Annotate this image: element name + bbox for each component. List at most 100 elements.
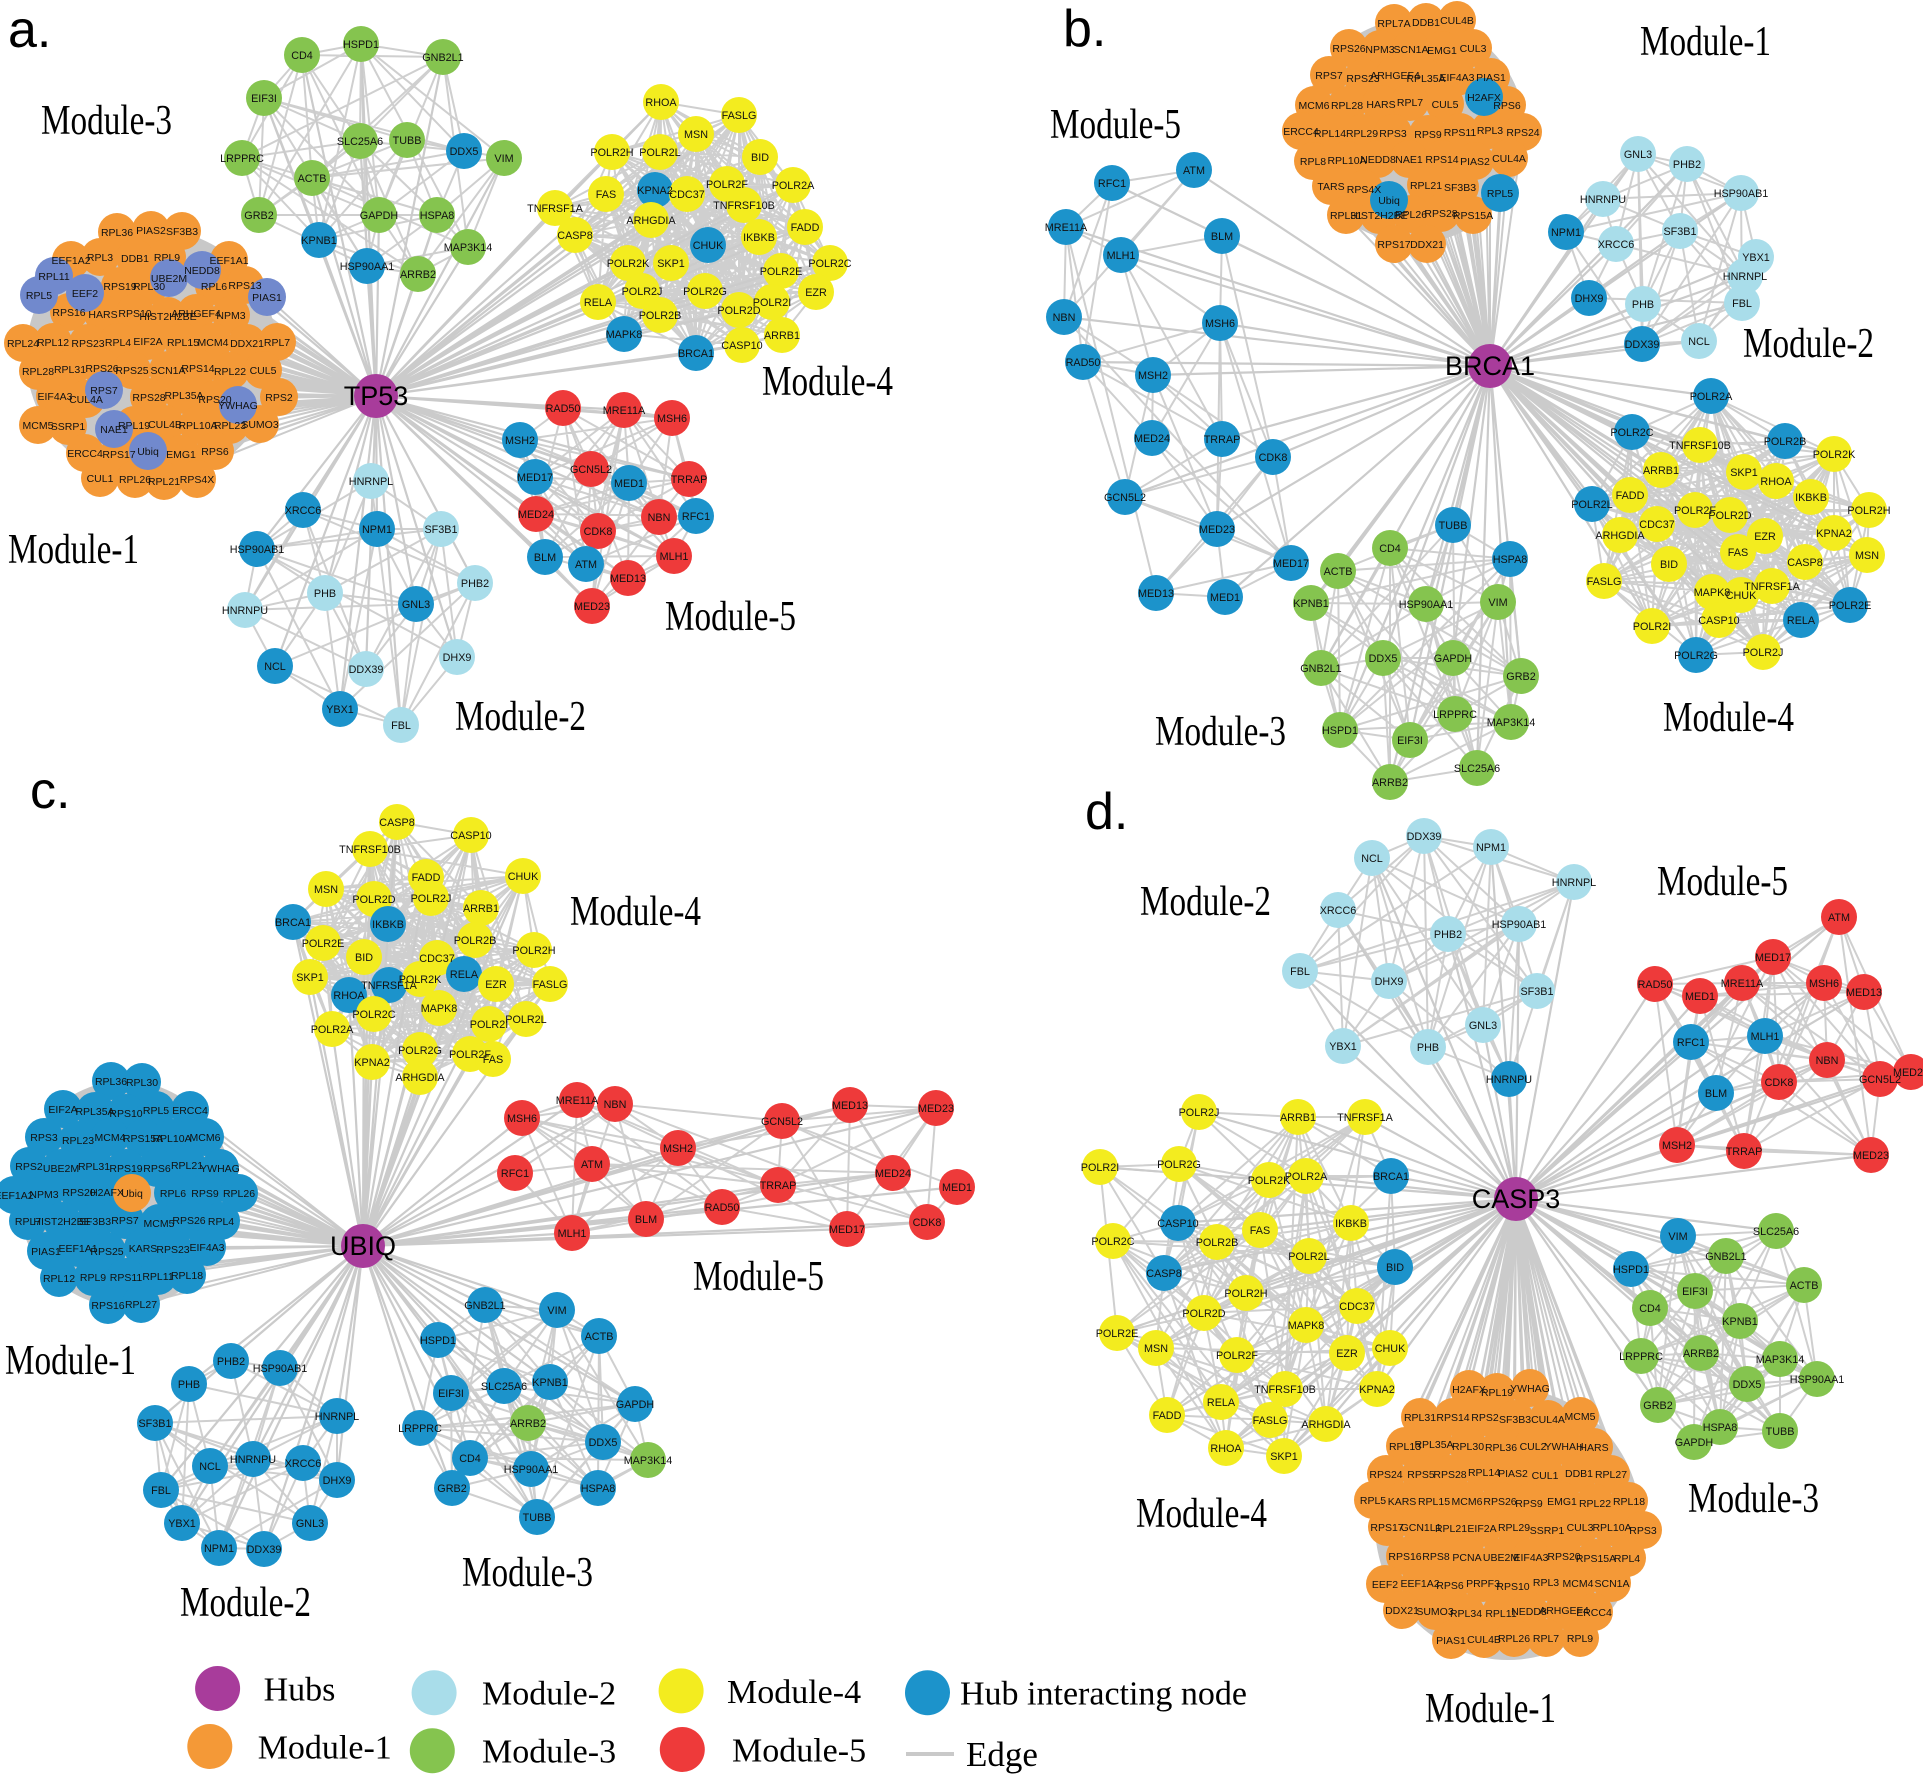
svg-text:SCN1A: SCN1A bbox=[150, 365, 185, 377]
svg-text:EIF2A: EIF2A bbox=[1467, 1523, 1496, 1535]
svg-text:MCM5: MCM5 bbox=[23, 420, 54, 432]
svg-text:SF3B3: SF3B3 bbox=[1444, 182, 1476, 194]
svg-text:RPS6: RPS6 bbox=[1493, 100, 1521, 112]
svg-text:HNRNPU: HNRNPU bbox=[1580, 194, 1626, 206]
svg-text:ERCC4: ERCC4 bbox=[1576, 1607, 1612, 1619]
svg-text:ARHGEF4: ARHGEF4 bbox=[171, 308, 221, 320]
svg-text:RPL30: RPL30 bbox=[133, 281, 165, 293]
svg-text:CHUK: CHUK bbox=[1375, 1343, 1406, 1355]
svg-text:MED1: MED1 bbox=[1210, 592, 1240, 604]
svg-text:GNL3: GNL3 bbox=[296, 1518, 324, 1530]
svg-text:POLR2I: POLR2I bbox=[1633, 621, 1671, 633]
svg-text:RPS23: RPS23 bbox=[156, 1244, 189, 1256]
svg-text:RPL35A: RPL35A bbox=[1406, 73, 1445, 85]
svg-text:TRRAP: TRRAP bbox=[1726, 1146, 1763, 1158]
svg-text:TP53: TP53 bbox=[344, 381, 409, 411]
svg-text:POLR2J: POLR2J bbox=[1743, 647, 1784, 659]
svg-text:PIAS1: PIAS1 bbox=[1476, 72, 1506, 84]
svg-text:POLR2G: POLR2G bbox=[683, 286, 727, 298]
svg-text:EIF2A: EIF2A bbox=[48, 1104, 77, 1116]
svg-text:FAS: FAS bbox=[483, 1054, 503, 1066]
svg-text:IKBKB: IKBKB bbox=[743, 232, 775, 244]
svg-text:NPM1: NPM1 bbox=[204, 1543, 234, 1555]
svg-text:CD4: CD4 bbox=[1379, 543, 1401, 555]
svg-text:RFC1: RFC1 bbox=[682, 511, 710, 523]
svg-text:KPNB1: KPNB1 bbox=[301, 235, 336, 247]
svg-text:EIF3I: EIF3I bbox=[251, 93, 277, 105]
svg-text:CDC37: CDC37 bbox=[1339, 1301, 1374, 1313]
svg-text:KPNB1: KPNB1 bbox=[1293, 598, 1328, 610]
svg-text:RPL7: RPL7 bbox=[264, 337, 290, 349]
svg-text:RPS24: RPS24 bbox=[1506, 127, 1539, 139]
svg-text:CUL5: CUL5 bbox=[250, 365, 277, 377]
svg-text:FAS: FAS bbox=[1728, 547, 1748, 559]
svg-text:RPS25: RPS25 bbox=[90, 1246, 123, 1258]
svg-text:TARS: TARS bbox=[1317, 181, 1344, 193]
svg-text:RFC1: RFC1 bbox=[1098, 178, 1126, 190]
svg-text:SLC25A6: SLC25A6 bbox=[481, 1381, 527, 1393]
svg-text:NPM1: NPM1 bbox=[1476, 842, 1506, 854]
svg-text:FASLG: FASLG bbox=[533, 979, 568, 991]
svg-text:RPS6: RPS6 bbox=[143, 1163, 171, 1175]
svg-text:GAPDH: GAPDH bbox=[360, 210, 398, 222]
svg-text:PHB: PHB bbox=[178, 1379, 200, 1391]
svg-text:MSH6: MSH6 bbox=[657, 413, 687, 425]
svg-text:MLH1: MLH1 bbox=[558, 1228, 587, 1240]
svg-text:TNFRSF10B: TNFRSF10B bbox=[713, 200, 775, 212]
svg-text:EIF4A3: EIF4A3 bbox=[1513, 1552, 1548, 1564]
svg-text:HNRNPL: HNRNPL bbox=[349, 476, 393, 488]
svg-text:DDX5: DDX5 bbox=[589, 1437, 618, 1449]
svg-text:RELA: RELA bbox=[584, 297, 613, 309]
svg-text:POLR2L: POLR2L bbox=[1571, 499, 1612, 511]
svg-text:POLR2D: POLR2D bbox=[1708, 510, 1751, 522]
svg-text:RPS14: RPS14 bbox=[1436, 1412, 1469, 1424]
svg-text:Module-3: Module-3 bbox=[462, 1550, 593, 1596]
svg-text:ARRB1: ARRB1 bbox=[764, 330, 800, 342]
svg-text:POLR2H: POLR2H bbox=[512, 945, 555, 957]
svg-text:NBN: NBN bbox=[648, 512, 671, 524]
svg-text:MLH1: MLH1 bbox=[660, 551, 689, 563]
svg-text:RAD50: RAD50 bbox=[1638, 979, 1673, 991]
svg-text:Ubiq: Ubiq bbox=[137, 446, 159, 458]
svg-text:POLR2J: POLR2J bbox=[411, 893, 452, 905]
svg-text:RPL5: RPL5 bbox=[143, 1105, 169, 1117]
svg-text:ERCC4: ERCC4 bbox=[67, 448, 103, 460]
svg-text:POLR2G: POLR2G bbox=[398, 1045, 442, 1057]
svg-text:POLR2C: POLR2C bbox=[1091, 1236, 1134, 1248]
svg-text:RPL24: RPL24 bbox=[7, 338, 39, 350]
svg-text:MSN: MSN bbox=[314, 884, 338, 896]
svg-text:MED1: MED1 bbox=[614, 478, 644, 490]
svg-text:PHB2: PHB2 bbox=[1434, 929, 1462, 941]
svg-text:RPL21: RPL21 bbox=[171, 1160, 203, 1172]
svg-text:POLR2K: POLR2K bbox=[399, 974, 442, 986]
svg-text:RPS9: RPS9 bbox=[1414, 129, 1442, 141]
svg-text:NPM1: NPM1 bbox=[362, 524, 392, 536]
svg-text:PHB: PHB bbox=[1417, 1042, 1439, 1054]
svg-text:RPS3: RPS3 bbox=[1379, 128, 1407, 140]
svg-text:RPS2: RPS2 bbox=[15, 1161, 43, 1173]
svg-text:RPS7: RPS7 bbox=[90, 385, 118, 397]
svg-text:RPS23: RPS23 bbox=[1346, 73, 1379, 85]
svg-text:BLM: BLM bbox=[1211, 231, 1233, 243]
svg-text:RPL22: RPL22 bbox=[1579, 1498, 1611, 1510]
svg-text:DDX21: DDX21 bbox=[1410, 239, 1444, 251]
svg-text:EZR: EZR bbox=[805, 287, 827, 299]
svg-text:Module-3: Module-3 bbox=[41, 98, 172, 144]
svg-text:POLR2K: POLR2K bbox=[1813, 449, 1856, 461]
svg-text:RPS9: RPS9 bbox=[1515, 1498, 1543, 1510]
svg-text:ARRB2: ARRB2 bbox=[510, 1418, 546, 1430]
svg-text:EIF4A3: EIF4A3 bbox=[1439, 72, 1474, 84]
svg-text:CDK8: CDK8 bbox=[584, 526, 613, 538]
svg-text:Module-2: Module-2 bbox=[1140, 879, 1271, 925]
svg-text:DDX39: DDX39 bbox=[349, 664, 384, 676]
svg-text:LRPPRC: LRPPRC bbox=[1433, 709, 1477, 721]
svg-text:RPL4: RPL4 bbox=[1614, 1553, 1640, 1565]
svg-text:POLR2B: POLR2B bbox=[1196, 1237, 1239, 1249]
svg-text:MED17: MED17 bbox=[517, 472, 553, 484]
svg-text:H2AFX: H2AFX bbox=[1452, 1384, 1486, 1396]
svg-text:NBN: NBN bbox=[604, 1099, 627, 1111]
svg-text:CASP8: CASP8 bbox=[557, 230, 592, 242]
svg-text:MCM5: MCM5 bbox=[144, 1218, 175, 1230]
svg-text:RPS26: RPS26 bbox=[1332, 43, 1365, 55]
svg-text:Module-3: Module-3 bbox=[1688, 1476, 1819, 1522]
